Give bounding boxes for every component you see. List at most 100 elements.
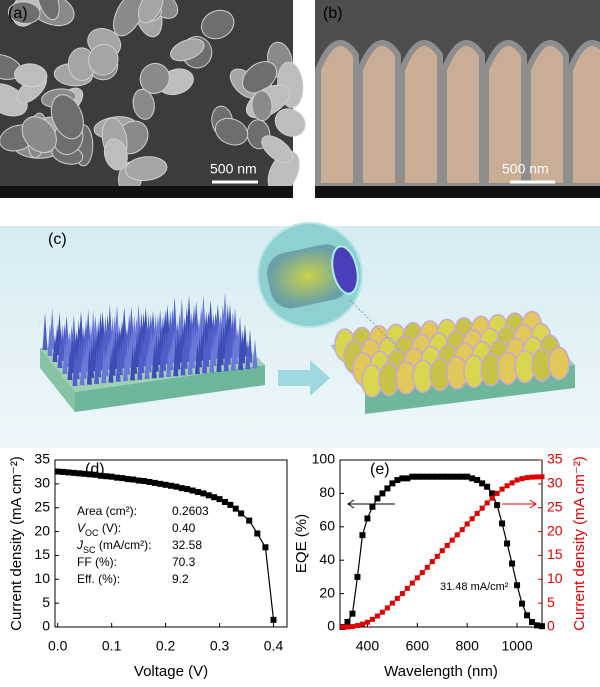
data-point: [359, 621, 365, 627]
y-tick-label: 100: [312, 451, 336, 467]
table-label: JSC (mA/cm²):: [76, 538, 152, 555]
table-label-part: (V):: [99, 521, 122, 535]
data-point: [184, 486, 191, 493]
annotation: 31.48 mA/cm²: [440, 581, 509, 593]
data-point: [384, 605, 390, 611]
table-label-part: J: [76, 538, 84, 552]
y-tick-label: 60: [319, 518, 335, 534]
data-point: [65, 469, 72, 476]
y2-tick-label: 20: [547, 522, 563, 538]
table-value: 0.2603: [172, 504, 209, 518]
data-point: [499, 486, 505, 492]
y-tick-label: 20: [34, 522, 50, 538]
data-point: [349, 624, 355, 630]
data-point: [194, 488, 201, 495]
data-point: [70, 469, 77, 476]
y2-tick-label: 10: [547, 570, 563, 586]
y-tick-label: 35: [34, 451, 50, 467]
data-point: [200, 490, 207, 497]
plot-frame: [339, 459, 543, 628]
y2-tick-label: 35: [547, 451, 563, 467]
data-point: [339, 624, 345, 630]
data-point: [529, 618, 536, 625]
panel-label: (c): [48, 231, 67, 248]
data-point: [146, 478, 153, 485]
y2-tick-label: 5: [547, 594, 555, 610]
data-point: [246, 517, 253, 524]
data-point: [374, 495, 381, 502]
x-tick-label: 0.0: [48, 638, 68, 654]
data-point: [484, 500, 490, 506]
data-point: [509, 480, 515, 486]
data-point: [232, 505, 239, 512]
data-point: [262, 544, 269, 551]
data-point: [114, 474, 121, 481]
data-point: [364, 515, 371, 522]
data-point: [444, 473, 451, 480]
x-tick-label: 0.3: [210, 638, 230, 654]
data-point: [92, 471, 99, 478]
data-point: [514, 582, 521, 589]
data-point: [124, 476, 131, 483]
data-point: [459, 473, 466, 480]
data-point: [389, 600, 395, 606]
y-tick-label: 10: [34, 570, 50, 586]
data-point: [504, 540, 511, 547]
data-point: [81, 470, 88, 477]
x-tick-label: 0.2: [156, 638, 176, 654]
data-point: [414, 473, 421, 480]
x-tick-label: 800: [456, 638, 480, 654]
data-point: [499, 520, 506, 527]
y2-tick-label: 0: [547, 618, 555, 634]
plot-frame: [54, 459, 288, 628]
data-point: [434, 553, 440, 559]
data-point: [504, 483, 510, 489]
data-point: [379, 609, 385, 615]
table-label: FF (%):: [77, 555, 117, 569]
data-point: [514, 477, 520, 483]
y-tick-label: 0: [327, 618, 335, 634]
schematic: [0, 222, 600, 448]
table-value: 70.3: [172, 555, 196, 569]
data-point: [135, 477, 142, 484]
y-tick-label: 25: [34, 498, 50, 514]
data-point: [489, 495, 495, 501]
data-point: [539, 474, 545, 480]
data-point: [344, 618, 351, 625]
data-point: [369, 616, 375, 622]
data-point: [474, 510, 480, 516]
x-tick-label: 600: [406, 638, 430, 654]
data-point: [539, 623, 545, 630]
x-tick-label: 1000: [501, 638, 532, 654]
table-label-part: SC: [83, 545, 96, 555]
x-axis-label: Voltage (V): [134, 663, 208, 680]
table-value: 32.58: [172, 538, 202, 552]
x-axis-label: Wavelength (nm): [384, 663, 498, 680]
panel-label: (e): [370, 461, 390, 478]
y-axis-label: Current density (mA cm⁻²): [8, 456, 25, 631]
data-point: [270, 616, 277, 623]
data-point: [211, 494, 218, 501]
table-value: 9.2: [172, 572, 189, 586]
data-point: [419, 473, 426, 480]
y-tick-label: 40: [319, 551, 335, 567]
data-point: [414, 575, 420, 581]
table-label: Area (cm²):: [77, 504, 137, 518]
data-point: [434, 473, 441, 480]
y-tick-label: 15: [34, 546, 50, 562]
data-point: [205, 492, 212, 499]
data-point: [399, 591, 405, 597]
data-point: [479, 505, 485, 511]
data-point: [464, 473, 471, 480]
data-point: [162, 481, 169, 488]
y-tick-label: 0: [42, 618, 50, 634]
data-point: [254, 530, 261, 537]
data-point: [379, 490, 386, 497]
sem-image-a: [0, 0, 306, 198]
y-axis-label: EQE (%): [293, 514, 310, 573]
data-point: [178, 485, 185, 492]
data-point: [449, 473, 456, 480]
y2-tick-label: 15: [547, 546, 563, 562]
data-point: [439, 473, 446, 480]
data-point: [76, 470, 83, 477]
